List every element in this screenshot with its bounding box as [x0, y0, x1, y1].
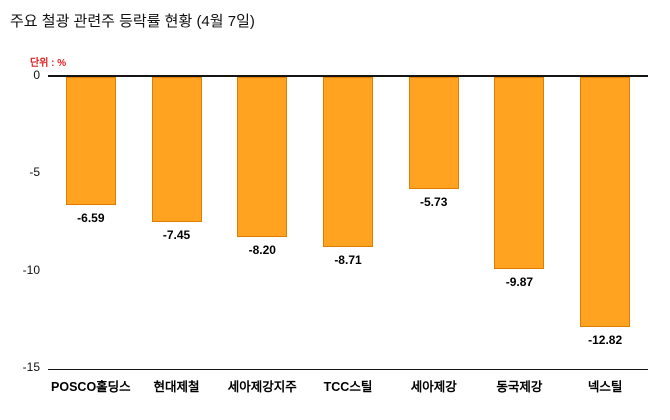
y-tick-label: -15 [22, 360, 40, 374]
bar-value-label: -12.82 [588, 332, 623, 347]
unit-label: 단위 : % [30, 58, 67, 69]
category-label-TCC스틸: TCC스틸 [323, 380, 373, 394]
bar-넥스틸 [580, 77, 631, 327]
category-label-동국제강: 동국제강 [496, 380, 543, 394]
y-tick-label: -5 [29, 165, 40, 180]
y-tick-label: -10 [22, 262, 40, 277]
category-label-세아제강지주: 세아제강지주 [227, 380, 297, 394]
chart-title: 주요 철광 관련주 등락률 현황 (4월 7일) [10, 13, 255, 30]
plot-area: -6.59 -7.45 -8.20 -8.71 -5.73 -9.87 -12.82 [48, 75, 648, 370]
bar-세아제강 [408, 77, 459, 189]
category-label-세아제강: 세아제강 [410, 380, 457, 394]
bar-TCC스틸 [323, 77, 373, 247]
bar-value-label: -8.20 [248, 242, 276, 257]
bar-세아제강지주 [237, 77, 288, 237]
bar-value-label: -6.59 [77, 211, 105, 226]
category-label-현대제철: 현대제철 [153, 380, 200, 394]
bar-value-label: -7.45 [162, 228, 191, 243]
category-label-POSCO홀딩스: POSCO홀딩스 [51, 380, 131, 394]
bar-value-label: -9.87 [505, 275, 534, 290]
bar-현대제철 [151, 77, 202, 223]
y-tick-label: 0 [33, 68, 40, 82]
bar-POSCO홀딩스 [65, 77, 116, 206]
bar-value-label: -5.73 [420, 194, 448, 209]
bar-동국제강 [494, 77, 545, 270]
category-label-넥스틸: 넥스틸 [587, 380, 623, 394]
bar-value-label: -8.71 [334, 252, 362, 267]
